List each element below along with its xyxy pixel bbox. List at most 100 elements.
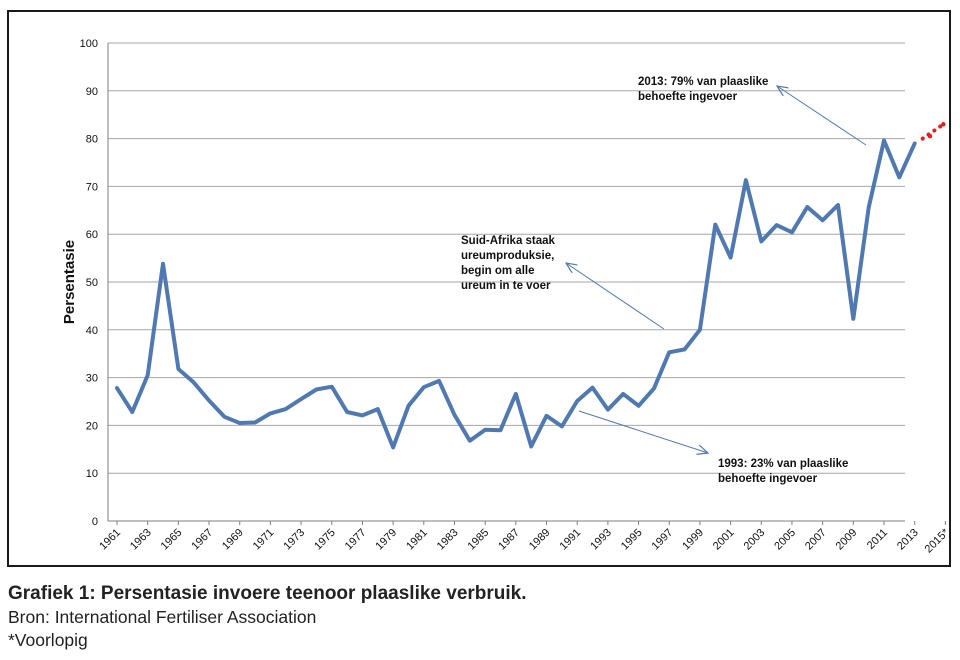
x-tick-label: 1975 [312, 527, 338, 553]
data-point [146, 373, 150, 377]
annotations: 2013: 79% van plaaslike behoefte ingevoer… [461, 76, 867, 485]
annotation-line: 1993: 23% van plaaslike [718, 458, 848, 470]
data-point [391, 445, 395, 449]
x-tick-label: 1977 [343, 527, 369, 553]
data-point [867, 205, 871, 209]
x-tick-label: 2015* [923, 526, 952, 555]
data-point [851, 317, 855, 321]
data-point [207, 399, 211, 403]
data-point [268, 411, 272, 415]
data-point [330, 385, 334, 389]
annotation-line: ureumproduksie, [461, 250, 554, 262]
x-tick-label: 2007 [803, 527, 829, 553]
data-point [222, 415, 226, 419]
y-axis-label: Persentasie [61, 240, 78, 324]
x-tick-label: 1971 [251, 527, 277, 553]
x-tick-label: 1961 [97, 527, 123, 553]
y-tick-label: 90 [86, 86, 98, 98]
annotation-line: begin om alle [461, 265, 535, 277]
provisional-point [927, 134, 933, 139]
annotation-line: Suid-Afrika staak [461, 235, 556, 247]
data-point [637, 404, 641, 408]
x-tick-label: 2011 [865, 527, 890, 552]
y-tick-label: 100 [80, 38, 98, 50]
axes [107, 43, 905, 522]
data-point [683, 347, 687, 351]
chart-caption-source: Bron: International Fertiliser Associati… [8, 607, 317, 627]
annotation-arrow [578, 410, 708, 453]
data-point [713, 223, 717, 227]
data-point [575, 399, 579, 403]
data-point [591, 386, 595, 390]
x-tick-label: 1993 [588, 527, 614, 553]
x-tick-labels: 1961 1963 1965 1967 1969 1971 1973 1975 1977 1979… [97, 521, 952, 555]
data-point [775, 223, 779, 227]
x-tick-label: 1995 [619, 527, 645, 553]
data-point [299, 397, 303, 401]
data-point [882, 139, 886, 143]
annotation-text: Suid-Afrika staak ureumproduksie, begin om… [461, 235, 556, 292]
series-group [115, 122, 946, 450]
provisional-point [941, 122, 946, 127]
y-tick-label: 80 [86, 134, 98, 146]
data-point [652, 387, 656, 391]
data-point [821, 218, 825, 222]
data-point [437, 379, 441, 383]
x-tick-label: 1981 [404, 527, 430, 553]
y-tick-label: 20 [86, 420, 98, 432]
x-tick-label: 1983 [435, 527, 461, 553]
data-point [667, 350, 671, 354]
x-tick-label: 1969 [220, 527, 246, 553]
annotation-line: behoefte ingevoer [638, 91, 738, 103]
data-point [314, 388, 318, 392]
x-tick-label: 2001 [711, 527, 737, 553]
data-point [253, 421, 257, 425]
x-tick-label: 1999 [680, 527, 706, 553]
data-point [115, 386, 119, 390]
data-point [698, 328, 702, 332]
data-point [452, 413, 456, 417]
y-tick-label: 30 [86, 373, 98, 385]
annotation-line: 2013: 79% van plaaslike [638, 76, 768, 88]
data-point [422, 385, 426, 389]
x-tick-label: 1973 [281, 527, 307, 553]
series-line-provisional [920, 122, 946, 141]
data-point [406, 404, 410, 408]
data-point [360, 413, 364, 417]
x-tick-label: 1991 [558, 527, 584, 553]
data-point [345, 410, 349, 414]
data-point [545, 414, 549, 418]
annotation-text: 1993: 23% van plaaslike behoefte ingevoer [718, 458, 848, 485]
y-tick-label: 50 [86, 277, 98, 289]
x-tick-label: 2003 [742, 527, 768, 553]
data-point [790, 230, 794, 234]
x-tick-label: 1997 [650, 527, 676, 553]
y-tick-labels: 0 10 20 30 40 50 60 70 80 90 100 [80, 38, 98, 528]
data-point [130, 410, 134, 414]
data-point [284, 407, 288, 411]
data-point [499, 428, 502, 432]
y-tick-label: 60 [86, 229, 98, 241]
data-point [606, 408, 610, 412]
x-tick-label: 2013 [895, 527, 921, 553]
x-tick-label: 1967 [189, 527, 215, 553]
x-tick-label: 1963 [128, 527, 154, 553]
y-tick-label: 70 [86, 181, 98, 193]
data-point [238, 421, 242, 425]
data-point [729, 256, 733, 260]
chart-caption-note: *Voorlopig [8, 630, 88, 650]
data-point [176, 367, 180, 371]
y-tick-label: 40 [86, 325, 98, 337]
annotation-line: behoefte ingevoer [718, 473, 818, 485]
data-point [514, 392, 518, 396]
annotation-arrow [566, 263, 665, 330]
x-tick-label: 1965 [159, 527, 185, 553]
data-point [759, 239, 763, 243]
chart-caption-title: Grafiek 1: Persentasie invoere teenoor p… [8, 583, 527, 604]
data-point [161, 262, 165, 266]
annotation-line: ureum in te voer [461, 280, 551, 292]
data-point [805, 205, 809, 209]
x-tick-label: 2005 [772, 527, 798, 553]
annotation-text: 2013: 79% van plaaslike behoefte ingevoer [638, 76, 768, 103]
